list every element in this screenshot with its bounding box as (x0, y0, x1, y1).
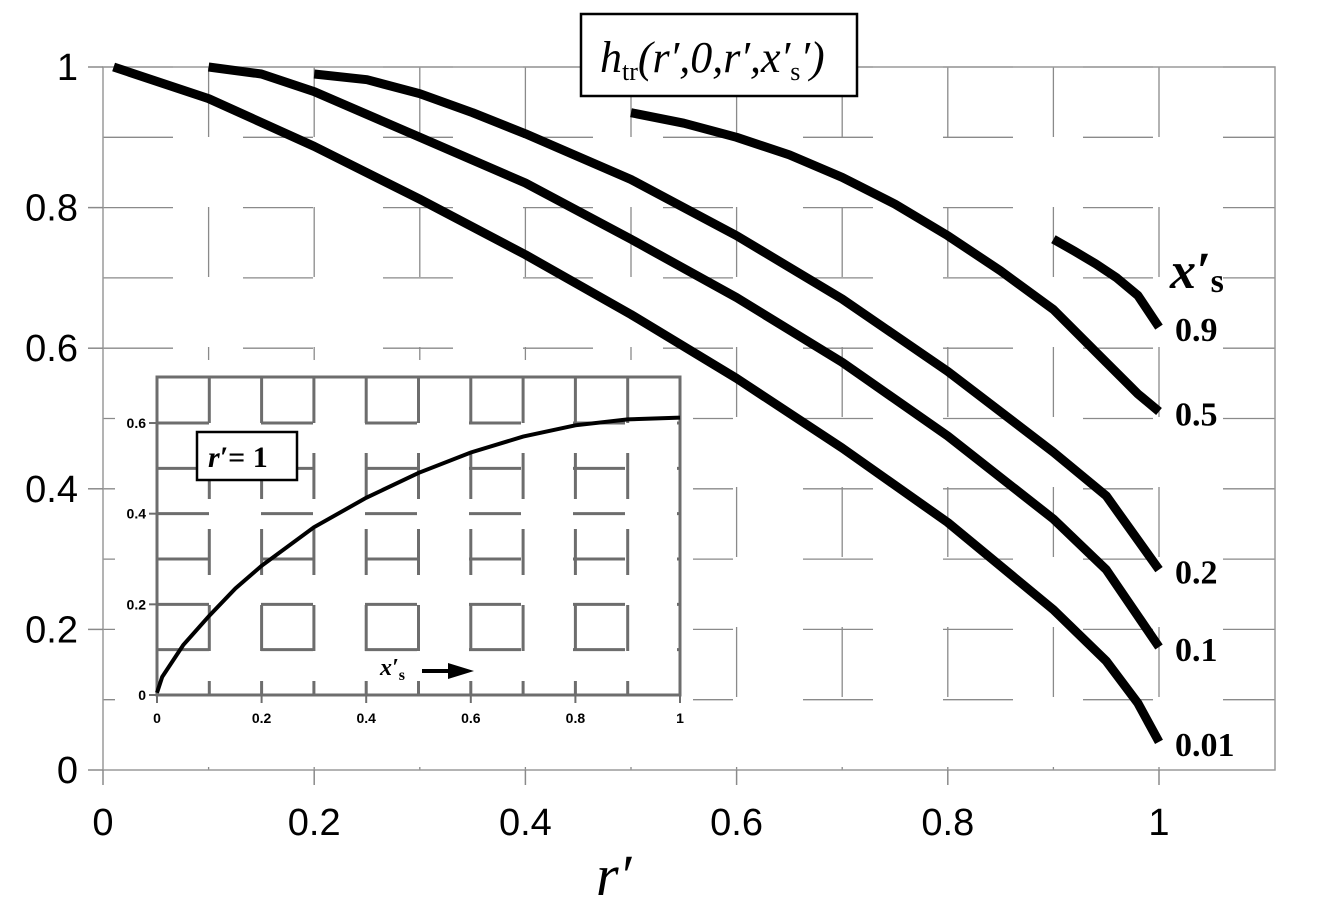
inset-y-tick-label: 0.2 (127, 596, 147, 612)
main-x-tick-label: 0.8 (921, 802, 974, 844)
main-x-tick-label: 0.2 (288, 802, 341, 844)
series-line-0-9 (1051, 235, 1163, 330)
legend-title-base: x′ (1169, 243, 1211, 300)
inset-arrow-icon (422, 663, 474, 679)
series-line-0-1 (208, 62, 1163, 650)
title-xs-sub: s (790, 57, 800, 86)
inset-xlabel-base: x′ (379, 655, 399, 681)
main-y-tick-label: 0.2 (25, 609, 78, 651)
series-label-0-5: 0.5 (1175, 396, 1218, 433)
main-chart-title: htr(r′,0,r′,x′s′) (579, 12, 859, 98)
inset-x-tick-label: 0.2 (252, 710, 272, 726)
title-h-sub: tr (622, 57, 638, 86)
inset-x-axis-label: x′s (379, 655, 474, 684)
main-y-tick-label: 0.6 (25, 328, 78, 370)
svg-text:x′s: x′s (379, 655, 405, 684)
inset-x-tick-label: 1 (676, 710, 684, 726)
title-close: ′) (800, 33, 824, 82)
main-y-tick-label: 0.4 (25, 469, 78, 511)
inset-title-box (195, 430, 299, 482)
title-args: (r′,0,r′,x′ (638, 33, 792, 82)
inset-x-tick-label: 0.6 (461, 710, 481, 726)
inset-x-tick-label: 0.4 (356, 710, 376, 726)
main-series (112, 62, 1163, 745)
inset-x-tick-label: 0 (153, 710, 161, 726)
main-axis-ticks: 0 0.2 0.4 0.6 0.8 1 0 0.2 0.4 0.6 0.8 1 (25, 47, 1169, 844)
main-y-tick-label: 0.8 (25, 188, 78, 230)
series-label-0-1: 0.1 (1175, 632, 1218, 669)
series-label-0-2: 0.2 (1175, 555, 1218, 592)
series-line-0-01 (112, 62, 1163, 745)
inset-title-rest: = 1 (228, 441, 268, 474)
series-line-0-2 (313, 69, 1163, 573)
svg-text:htr(r′,0,r′,x′s′): htr(r′,0,r′,x′s′) (600, 33, 825, 86)
main-title-box (579, 12, 859, 98)
inset-title-base: r′ (208, 441, 228, 474)
main-series-labels: 0.01 0.1 0.2 0.5 0.9 (1175, 312, 1235, 764)
legend-title: x′s (1169, 243, 1224, 300)
title-h: h (600, 33, 622, 82)
inset-y-tick-label: 0.4 (127, 506, 147, 522)
inset-plot: 0 0.2 0.4 0.6 0.8 1 0 0.2 0.4 0.6 r′= 1 x′s (115, 360, 693, 745)
inset-series (155, 415, 681, 694)
series-label-0-9: 0.9 (1175, 312, 1218, 349)
inset-plot-frame (155, 375, 682, 697)
legend-title-sub: s (1211, 263, 1224, 300)
main-x-tick-label: 0.6 (710, 802, 763, 844)
inset-xlabel-sub: s (399, 667, 405, 684)
inset-background (115, 360, 693, 745)
inset-title: r′= 1 (195, 430, 299, 482)
inset-series-line (155, 415, 681, 694)
series-label-0-01: 0.01 (1175, 727, 1235, 764)
main-plot: 0 0.2 0.4 0.6 0.8 100.20.40.60.81 0.010.10.20… (25, 12, 1276, 908)
inset-y-tick-label: 0 (138, 687, 146, 703)
main-x-axis-label: r′ (596, 843, 633, 908)
main-y-tick-label: 0 (57, 750, 78, 792)
svg-text:x′s: x′s (1169, 243, 1224, 300)
inset-x-tick-label: 0.8 (566, 710, 586, 726)
svg-text:r′= 1: r′= 1 (208, 441, 268, 474)
series-line-0-5 (630, 108, 1162, 415)
inset-y-tick-label: 0.6 (127, 415, 147, 431)
main-x-tick-label: 1 (1148, 802, 1169, 844)
main-x-tick-label: 0.4 (499, 802, 552, 844)
main-y-tick-label: 1 (57, 47, 78, 89)
main-x-tick-label: 0 (92, 802, 113, 844)
inset-axis-ticks: 0 0.2 0.4 0.6 0.8 1 0 0.2 0.4 0.6 (127, 415, 685, 726)
